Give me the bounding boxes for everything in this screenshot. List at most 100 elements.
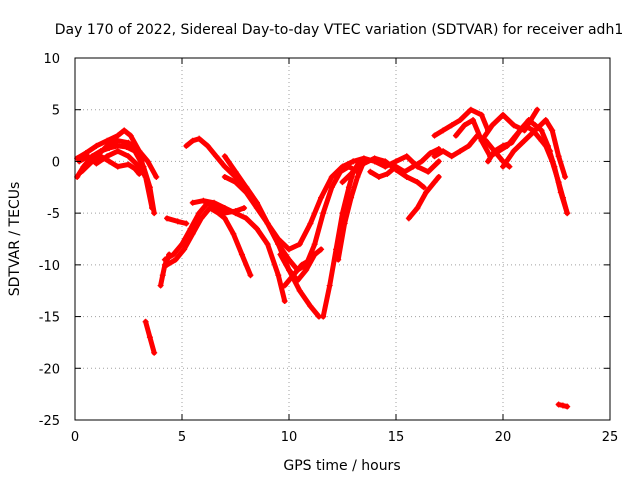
- data-point-marker: [264, 241, 271, 248]
- data-point-marker: [213, 153, 220, 160]
- data-point-marker: [298, 261, 305, 268]
- data-point-marker: [296, 287, 303, 294]
- data-point-marker: [241, 204, 248, 211]
- data-point-marker: [93, 142, 100, 149]
- data-point-marker: [114, 148, 121, 155]
- data-point-marker: [123, 143, 130, 150]
- data-point-marker: [189, 199, 196, 206]
- data-point-marker: [542, 142, 549, 149]
- series-arc-19: [339, 155, 427, 191]
- data-point-marker: [125, 161, 132, 168]
- x-tick-label: 10: [281, 430, 298, 445]
- data-point-marker: [253, 199, 260, 206]
- data-point-marker: [339, 179, 346, 186]
- series-line: [83, 138, 159, 180]
- data-point-marker: [164, 261, 171, 268]
- series-arc-21: [367, 146, 442, 180]
- data-point-marker: [142, 173, 149, 180]
- series-arc-30: [542, 142, 571, 217]
- data-point-marker: [164, 215, 171, 222]
- data-point-marker: [339, 210, 346, 217]
- data-point-marker: [532, 122, 539, 129]
- data-point-marker: [335, 256, 342, 263]
- data-point-marker: [384, 170, 391, 177]
- data-point-marker: [286, 256, 292, 263]
- y-tick-label: -25: [39, 414, 60, 429]
- data-point-marker: [521, 137, 528, 144]
- data-point-marker: [320, 313, 327, 320]
- data-point-marker: [410, 163, 417, 170]
- y-tick-label: 5: [52, 104, 60, 119]
- data-point-marker: [104, 137, 111, 144]
- data-point-marker: [508, 139, 515, 146]
- data-point-marker: [440, 148, 447, 155]
- data-point-marker: [559, 194, 566, 201]
- data-point-marker: [196, 210, 203, 217]
- data-point-marker: [114, 132, 121, 139]
- data-point-marker: [457, 117, 464, 124]
- data-point-marker: [489, 122, 496, 129]
- data-point-marker: [93, 160, 100, 167]
- data-point-marker: [345, 184, 352, 191]
- data-point-marker: [393, 158, 399, 165]
- data-point-marker: [232, 210, 239, 217]
- data-point-marker: [534, 106, 541, 113]
- data-point-marker: [425, 168, 432, 175]
- series-arc-15: [277, 246, 325, 284]
- data-point-marker: [159, 272, 166, 279]
- data-point-marker: [405, 215, 412, 222]
- data-point-marker: [127, 132, 134, 139]
- series-line: [282, 257, 313, 288]
- data-point-marker: [230, 230, 237, 237]
- x-tick-label: 5: [178, 430, 186, 445]
- data-point-marker: [350, 158, 357, 165]
- data-point-marker: [238, 251, 245, 258]
- series-arc-27: [478, 106, 541, 144]
- plot-frame: [74, 57, 611, 421]
- data-point-marker: [307, 303, 314, 310]
- data-point-marker: [106, 158, 113, 165]
- data-point-marker: [221, 215, 228, 222]
- data-point-marker: [403, 153, 410, 160]
- data-point-marker: [521, 127, 528, 134]
- series-line: [432, 133, 512, 170]
- data-point-marker: [200, 197, 207, 204]
- data-point-marker: [151, 349, 158, 356]
- data-point-marker: [181, 246, 188, 253]
- data-point-marker: [360, 155, 367, 162]
- data-point-marker: [221, 173, 228, 180]
- data-point-marker: [82, 163, 89, 170]
- data-point-marker: [382, 158, 389, 165]
- data-point-marker: [142, 318, 149, 325]
- series-line: [76, 148, 149, 180]
- data-point-marker: [253, 225, 260, 232]
- data-point-marker: [422, 189, 429, 196]
- data-point-marker: [243, 215, 250, 222]
- data-point-marker: [206, 204, 213, 211]
- series-arc-10: [164, 215, 190, 227]
- series-arc-5: [82, 137, 160, 180]
- data-point-marker: [427, 150, 434, 157]
- data-point-marker: [125, 139, 132, 146]
- data-point-marker: [461, 122, 468, 129]
- data-point-marker: [418, 158, 425, 165]
- data-point-marker: [320, 210, 327, 217]
- data-point-marker: [500, 111, 506, 118]
- x-tick-label: 0: [71, 430, 79, 445]
- data-point-marker: [448, 122, 455, 129]
- data-point-marker: [170, 251, 177, 258]
- series-arc-6: [142, 318, 158, 356]
- data-point-marker: [286, 246, 292, 253]
- axis-ticks: 0 5 10 15 20 25 -25 -20 -15 -10 -5 0 5 10: [39, 52, 619, 445]
- data-point-marker: [144, 158, 151, 165]
- data-point-marker: [542, 117, 549, 124]
- data-point-marker: [559, 402, 566, 409]
- data-point-marker: [318, 194, 325, 201]
- data-point-marker: [264, 220, 271, 227]
- data-point-marker: [189, 230, 196, 237]
- data-point-marker: [151, 210, 158, 217]
- data-point-marker: [555, 401, 562, 408]
- data-point-marker: [393, 163, 399, 170]
- series-arc-16: [281, 256, 314, 289]
